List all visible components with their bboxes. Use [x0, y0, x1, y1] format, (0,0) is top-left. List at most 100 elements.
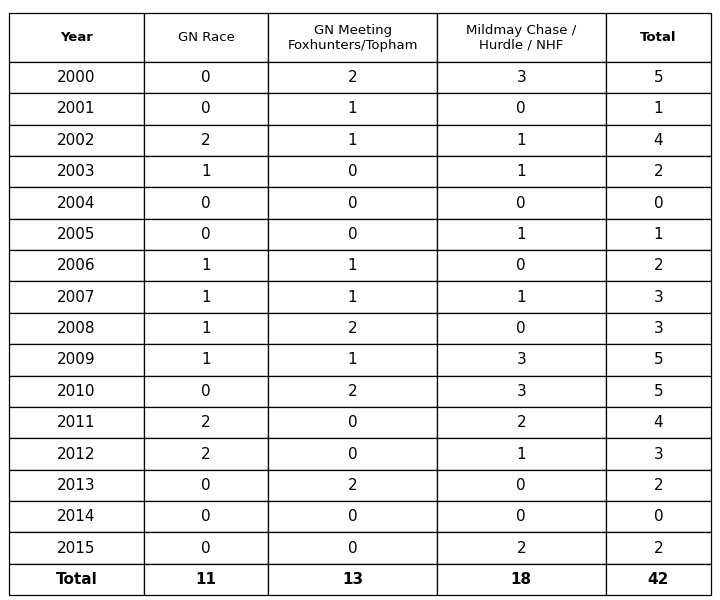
Text: 1: 1: [516, 290, 526, 305]
Text: Mildmay Chase /
Hurdle / NHF: Mildmay Chase / Hurdle / NHF: [466, 23, 577, 52]
Bar: [269, 250, 437, 281]
Text: 5: 5: [654, 384, 663, 399]
Text: 1: 1: [348, 101, 357, 116]
Bar: [269, 439, 437, 470]
Text: 2: 2: [654, 164, 663, 179]
Bar: [437, 501, 606, 532]
Bar: [606, 407, 711, 439]
Text: 1: 1: [516, 133, 526, 148]
Bar: [269, 501, 437, 532]
Text: 0: 0: [348, 415, 357, 430]
Bar: [606, 313, 711, 344]
Bar: [144, 187, 269, 219]
Bar: [437, 564, 606, 595]
Text: 2: 2: [654, 258, 663, 273]
Text: 1: 1: [202, 321, 211, 336]
Text: 3: 3: [516, 384, 526, 399]
Text: 2005: 2005: [57, 227, 96, 242]
Bar: [9, 281, 144, 313]
Text: 0: 0: [348, 164, 357, 179]
Text: 0: 0: [202, 101, 211, 116]
Text: 2012: 2012: [57, 446, 96, 461]
Text: 0: 0: [516, 478, 526, 493]
Text: 0: 0: [202, 478, 211, 493]
Text: 2: 2: [348, 384, 357, 399]
Bar: [437, 407, 606, 439]
Bar: [9, 125, 144, 156]
Text: 0: 0: [202, 227, 211, 242]
Text: 1: 1: [516, 227, 526, 242]
Bar: [437, 250, 606, 281]
Text: 2000: 2000: [57, 70, 96, 85]
Bar: [269, 376, 437, 407]
Bar: [144, 250, 269, 281]
Bar: [144, 93, 269, 125]
Text: 3: 3: [654, 290, 663, 305]
Text: 0: 0: [202, 384, 211, 399]
Text: 5: 5: [654, 70, 663, 85]
Bar: [269, 344, 437, 376]
Text: 3: 3: [654, 446, 663, 461]
Bar: [269, 13, 437, 62]
Bar: [606, 250, 711, 281]
Bar: [437, 439, 606, 470]
Bar: [144, 376, 269, 407]
Bar: [269, 125, 437, 156]
Bar: [269, 407, 437, 439]
Text: 2003: 2003: [57, 164, 96, 179]
Bar: [437, 62, 606, 93]
Bar: [144, 470, 269, 501]
Bar: [144, 13, 269, 62]
Bar: [269, 187, 437, 219]
Bar: [437, 156, 606, 187]
Text: 3: 3: [516, 352, 526, 367]
Bar: [269, 93, 437, 125]
Bar: [606, 13, 711, 62]
Bar: [144, 439, 269, 470]
Text: 2: 2: [202, 415, 211, 430]
Text: 2: 2: [516, 541, 526, 556]
Bar: [269, 532, 437, 564]
Text: 4: 4: [654, 415, 663, 430]
Bar: [9, 376, 144, 407]
Text: 0: 0: [348, 227, 357, 242]
Text: 0: 0: [654, 196, 663, 211]
Bar: [606, 564, 711, 595]
Text: 0: 0: [516, 258, 526, 273]
Bar: [269, 281, 437, 313]
Text: 2011: 2011: [57, 415, 96, 430]
Text: 2014: 2014: [57, 509, 96, 524]
Text: 0: 0: [202, 509, 211, 524]
Bar: [437, 13, 606, 62]
Text: GN Meeting
Foxhunters/Topham: GN Meeting Foxhunters/Topham: [287, 23, 418, 52]
Text: 1: 1: [348, 290, 357, 305]
Bar: [269, 470, 437, 501]
Text: 2001: 2001: [57, 101, 96, 116]
Bar: [9, 564, 144, 595]
Bar: [144, 62, 269, 93]
Text: 2: 2: [654, 541, 663, 556]
Text: 2: 2: [654, 478, 663, 493]
Bar: [9, 13, 144, 62]
Text: 1: 1: [348, 258, 357, 273]
Text: 2009: 2009: [57, 352, 96, 367]
Text: 11: 11: [196, 572, 217, 587]
Text: 2006: 2006: [57, 258, 96, 273]
Bar: [269, 313, 437, 344]
Text: 1: 1: [516, 164, 526, 179]
Bar: [437, 281, 606, 313]
Text: 1: 1: [516, 446, 526, 461]
Bar: [606, 62, 711, 93]
Bar: [9, 501, 144, 532]
Bar: [9, 62, 144, 93]
Text: 1: 1: [202, 164, 211, 179]
Text: 2: 2: [202, 133, 211, 148]
Bar: [269, 156, 437, 187]
Text: 0: 0: [202, 196, 211, 211]
Text: 0: 0: [516, 509, 526, 524]
Text: 3: 3: [516, 70, 526, 85]
Bar: [606, 344, 711, 376]
Bar: [144, 532, 269, 564]
Bar: [9, 219, 144, 250]
Bar: [9, 313, 144, 344]
